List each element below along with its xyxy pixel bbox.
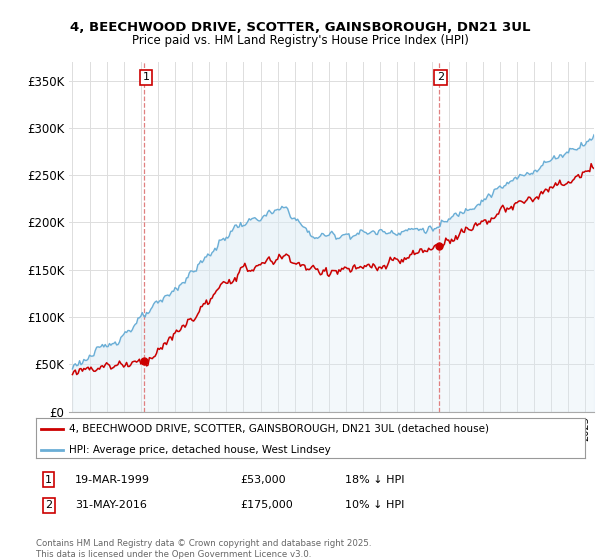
Text: 1: 1 [45,475,52,485]
Text: 4, BEECHWOOD DRIVE, SCOTTER, GAINSBOROUGH, DN21 3UL: 4, BEECHWOOD DRIVE, SCOTTER, GAINSBOROUG… [70,21,530,34]
Text: 2: 2 [437,72,444,82]
Text: 18% ↓ HPI: 18% ↓ HPI [345,475,404,485]
Text: £53,000: £53,000 [240,475,286,485]
Text: 31-MAY-2016: 31-MAY-2016 [75,500,147,510]
Text: 4, BEECHWOOD DRIVE, SCOTTER, GAINSBOROUGH, DN21 3UL (detached house): 4, BEECHWOOD DRIVE, SCOTTER, GAINSBOROUG… [69,424,489,433]
Text: 19-MAR-1999: 19-MAR-1999 [75,475,150,485]
Text: HPI: Average price, detached house, West Lindsey: HPI: Average price, detached house, West… [69,445,331,455]
Text: 1: 1 [143,72,149,82]
Text: Contains HM Land Registry data © Crown copyright and database right 2025.
This d: Contains HM Land Registry data © Crown c… [36,539,371,559]
Text: £175,000: £175,000 [240,500,293,510]
Text: Price paid vs. HM Land Registry's House Price Index (HPI): Price paid vs. HM Land Registry's House … [131,34,469,46]
Text: 10% ↓ HPI: 10% ↓ HPI [345,500,404,510]
Text: 2: 2 [45,500,52,510]
